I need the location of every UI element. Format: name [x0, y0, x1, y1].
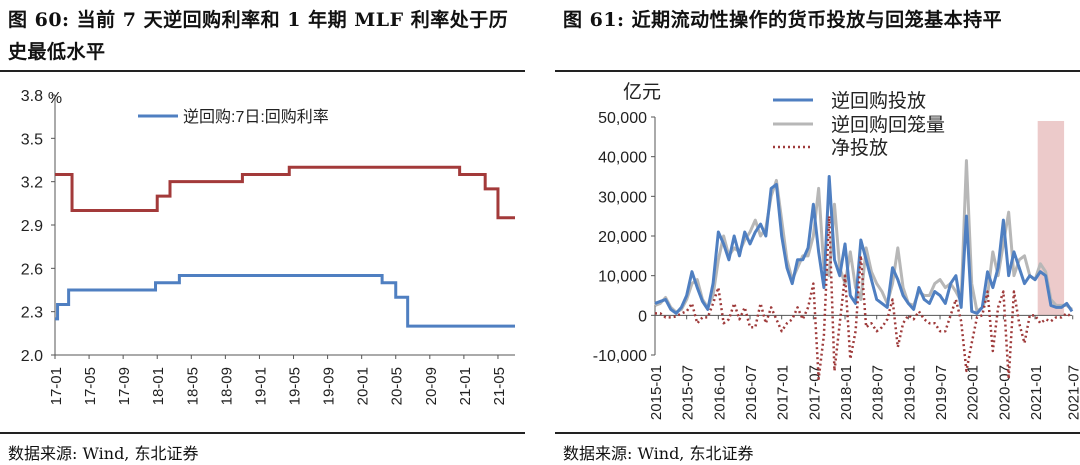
x-tick-label: 2020-01	[965, 365, 982, 420]
highlight-band	[1037, 120, 1065, 316]
y-tick-label: 3.2	[21, 175, 43, 192]
series-line-reverse-repo-rate	[55, 274, 515, 328]
left-figure-title: 图 60: 当前 7 天逆回购利率和 1 年期 MLF 利率处于历史最低水平	[8, 9, 509, 63]
y-tick-label: 50,000	[598, 110, 647, 127]
x-tick-label: 2015-01	[648, 365, 665, 420]
right-source-note: 数据来源: Wind, 东北证券	[563, 444, 754, 463]
x-tick-label: 2021-01	[1028, 365, 1045, 420]
x-tick-label: 18-01	[150, 367, 167, 405]
series-line-mlf-rate	[55, 165, 515, 220]
y-tick-label: 3.8	[21, 88, 43, 105]
left-source-note: 数据来源: Wind, 东北证券	[8, 444, 199, 463]
x-tick-label: 20-05	[389, 367, 406, 405]
legend-label-injection: 逆回购投放	[831, 90, 926, 112]
y-tick-label: 40,000	[598, 150, 647, 167]
x-tick-label: 20-09	[423, 367, 440, 405]
x-tick-label: 2021-07	[1066, 365, 1080, 420]
right-bottom-rule	[555, 432, 1080, 434]
y-tick-label: 3.5	[21, 131, 43, 148]
right-chart: -10,000 0 10,000 20,000 30,000 40,000 50,000 亿元…	[593, 81, 1080, 420]
x-tick-label: 2019-01	[901, 365, 918, 420]
legend-label-reverse-repo: 逆回购:7日:回购利率	[183, 108, 329, 126]
right-figure: 图 61: 近期流动性操作的货币投放与回笼基本持平 -10,000 0 10,000…	[555, 0, 1080, 465]
x-tick-label: 2017-07	[806, 365, 823, 420]
y-tick-label: 20,000	[598, 229, 647, 246]
x-tick-label: 2016-01	[711, 365, 728, 420]
x-tick-label: 2017-01	[775, 365, 792, 420]
x-tick-label: 2015-07	[680, 365, 697, 420]
left-bottom-rule	[0, 432, 525, 434]
x-tick-label: 2016-07	[743, 365, 760, 420]
right-title-rule	[555, 70, 1080, 72]
x-tick-label: 18-09	[218, 367, 235, 405]
x-tick-label: 21-01	[457, 367, 474, 405]
x-tick-label: 2018-01	[838, 365, 855, 420]
x-tick-label: 19-09	[321, 367, 338, 405]
x-tick-label: 21-05	[491, 367, 508, 405]
x-tick-label: 19-01	[252, 367, 269, 405]
y-axis-unit: %	[48, 90, 62, 107]
y-axis-unit: 亿元	[623, 81, 661, 103]
series-line-net-injection	[655, 214, 1073, 381]
left-chart: 2.0 2.3 2.6 2.9 3.2 3.5 3.8 % 17-01 17-05 17-09 18-…	[21, 88, 515, 405]
legend-label-net: 净投放	[831, 137, 888, 159]
y-tick-label: 2.6	[21, 261, 43, 278]
y-tick-label: 2.9	[21, 218, 43, 235]
x-tick-label: 17-05	[82, 367, 99, 405]
y-tick-label: 30,000	[598, 189, 647, 206]
x-tick-label: 2019-07	[933, 365, 950, 420]
right-figure-title: 图 61: 近期流动性操作的货币投放与回笼基本持平	[563, 9, 1003, 31]
x-tick-label: 2018-07	[870, 365, 887, 420]
x-tick-label: 20-01	[355, 367, 372, 405]
x-tick-label: 18-05	[184, 367, 201, 405]
y-tick-label: 2.0	[21, 348, 43, 365]
left-figure: 图 60: 当前 7 天逆回购利率和 1 年期 MLF 利率处于历史最低水平 2…	[0, 0, 525, 465]
series-line-reverse-repo-withdrawal	[654, 159, 1073, 314]
x-tick-label: 19-05	[287, 367, 304, 405]
y-tick-label: 0	[638, 308, 647, 325]
y-tick-label: 2.3	[21, 305, 43, 322]
x-tick-label: 2020-07	[996, 365, 1013, 420]
series-line-reverse-repo-injection	[654, 175, 1074, 315]
y-tick-label: 10,000	[598, 269, 647, 286]
x-tick-label: 17-09	[116, 367, 133, 405]
y-tick-label: -10,000	[593, 348, 647, 365]
legend-label-withdrawal: 逆回购回笼量	[831, 114, 945, 136]
left-title-rule	[0, 70, 525, 72]
x-tick-label: 17-01	[48, 367, 65, 405]
